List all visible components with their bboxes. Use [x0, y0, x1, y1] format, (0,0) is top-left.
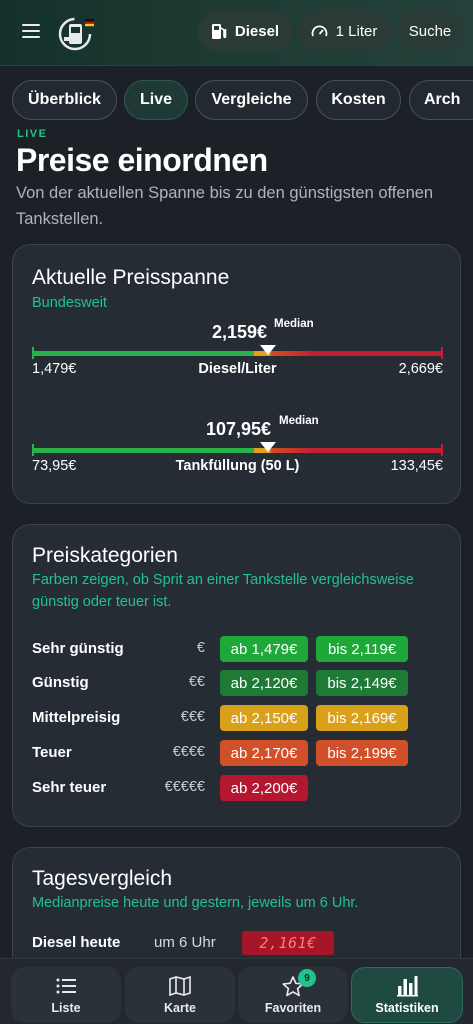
menu-icon[interactable] — [22, 24, 40, 40]
range-median-label: Median — [279, 415, 319, 427]
tab-vergleiche[interactable]: Vergleiche — [195, 80, 308, 120]
category-symbol: €€€€ — [172, 744, 205, 760]
bottom-navigation: Liste Karte 9 Favoriten — [0, 958, 473, 1024]
category-symbol: € — [196, 640, 205, 656]
nav-label: Karte — [164, 1001, 196, 1015]
gauge-icon — [311, 25, 328, 36]
section-tabs: Überblick Live Vergleiche Kosten Arch — [12, 80, 473, 120]
app-header: Diesel 1 Liter Suche — [0, 0, 473, 66]
price-range-card: Aktuelle Preisspanne Bundesweit 2,159€ M… — [12, 244, 461, 504]
day-compare-title: Tagesvergleich — [32, 867, 173, 890]
nav-statistiken[interactable]: Statistiken — [351, 967, 463, 1023]
category-name: Sehr teuer — [32, 779, 107, 796]
price-range-title: Aktuelle Preisspanne — [32, 266, 230, 289]
day-compare-row-label: Diesel heute — [32, 934, 121, 951]
range-bar-end — [441, 444, 443, 456]
range-min: 1,479€ — [32, 361, 77, 377]
app-logo[interactable] — [56, 14, 96, 52]
tab-kosten[interactable]: Kosten — [316, 80, 401, 120]
tab-archiv[interactable]: Arch — [409, 80, 473, 120]
day-compare-row-value: 2,161€ — [242, 931, 334, 955]
category-symbol: €€€€€ — [164, 779, 205, 795]
category-from-pill: ab 2,170€ — [220, 740, 308, 766]
category-to-pill: bis 2,199€ — [316, 740, 408, 766]
page-title: Preise einordnen — [16, 142, 268, 178]
day-compare-subtitle: Medianpreise heute und gestern, jeweils … — [32, 895, 359, 911]
section-kicker: LIVE — [17, 128, 48, 140]
amount-select-button[interactable]: 1 Liter — [297, 10, 391, 52]
category-symbol: €€ — [188, 674, 205, 690]
nav-label: Favoriten — [264, 1001, 322, 1015]
category-row-guenstig: Günstig €€ ab 2,120€ bis 2,149€ — [32, 670, 443, 696]
nav-label: Liste — [51, 1001, 81, 1015]
categories-subtitle: Farben zeigen, ob Sprit an einer Tankste… — [32, 572, 414, 610]
range-median-label: Median — [274, 318, 314, 330]
range-bar-start — [32, 444, 34, 456]
price-range-subtitle: Bundesweit — [32, 295, 107, 311]
category-row-teuer: Teuer €€€€ ab 2,170€ bis 2,199€ — [32, 740, 443, 766]
category-from-pill: ab 1,479€ — [220, 636, 308, 662]
range-bar-end — [441, 347, 443, 359]
tab-ueberblick[interactable]: Überblick — [12, 80, 117, 120]
category-to-pill: bis 2,149€ — [316, 670, 408, 696]
day-compare-row-time: um 6 Uhr — [154, 934, 216, 951]
search-button[interactable]: Suche — [396, 10, 464, 52]
nav-favoriten[interactable]: 9 Favoriten — [238, 967, 348, 1023]
amount-select-label: 1 Liter — [335, 22, 378, 40]
star-icon: 9 — [282, 969, 316, 997]
range-bar — [32, 351, 443, 356]
category-name: Teuer — [32, 744, 72, 761]
range-label: Tankfüllung (50 L) — [175, 458, 300, 474]
map-icon — [169, 975, 191, 997]
range-max: 133,45€ — [390, 458, 443, 474]
category-name: Mittelpreisig — [32, 709, 121, 726]
category-name: Günstig — [32, 674, 89, 691]
range-bar-start — [32, 347, 34, 359]
category-row-sehr-teuer: Sehr teuer €€€€€ ab 2,200€ — [32, 775, 443, 801]
category-name: Sehr günstig — [32, 640, 124, 657]
page-subtitle: Von der aktuellen Spanne bis zu den güns… — [16, 184, 434, 228]
category-from-pill: ab 2,120€ — [220, 670, 308, 696]
nav-karte[interactable]: Karte — [125, 967, 235, 1023]
range-median-value: 107,95€ — [206, 419, 272, 439]
range-max: 2,669€ — [398, 361, 443, 377]
fuel-select-button[interactable]: Diesel — [198, 10, 292, 52]
list-icon — [56, 975, 76, 997]
tab-live[interactable]: Live — [124, 80, 188, 120]
favorites-count-badge: 9 — [298, 969, 316, 987]
category-to-pill: bis 2,119€ — [316, 636, 408, 662]
range-min: 73,95€ — [32, 458, 77, 474]
category-row-mittelpreisig: Mittelpreisig €€€ ab 2,150€ bis 2,169€ — [32, 705, 443, 731]
category-row-sehr-guenstig: Sehr günstig € ab 1,479€ bis 2,119€ — [32, 636, 443, 662]
range-label: Diesel/Liter — [198, 361, 277, 377]
fuel-pump-icon — [211, 23, 227, 39]
range-median-marker — [259, 345, 276, 355]
range-median-marker — [259, 442, 276, 452]
nav-liste[interactable]: Liste — [11, 967, 121, 1023]
category-to-pill: bis 2,169€ — [316, 705, 408, 731]
category-from-pill: ab 2,150€ — [220, 705, 308, 731]
categories-title: Preiskategorien — [32, 544, 178, 567]
bar-chart-icon — [396, 975, 418, 997]
category-from-pill: ab 2,200€ — [220, 775, 308, 801]
range-bar — [32, 448, 443, 453]
price-categories-card: Preiskategorien Farben zeigen, ob Sprit … — [12, 524, 461, 827]
category-symbol: €€€ — [180, 709, 205, 725]
range-median-value: 2,159€ — [212, 322, 268, 342]
fuel-select-label: Diesel — [234, 22, 280, 40]
nav-label: Statistiken — [375, 1001, 439, 1015]
